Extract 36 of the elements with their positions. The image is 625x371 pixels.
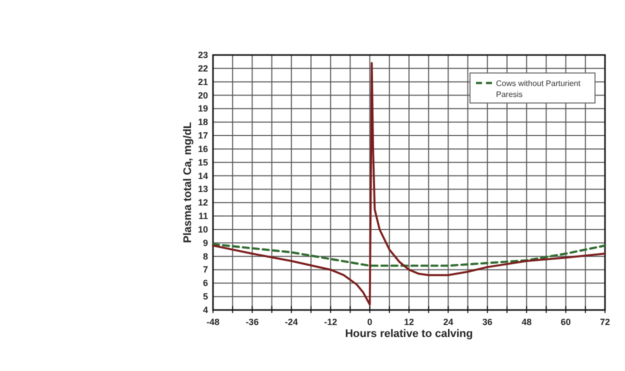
y-tick-label: 8 — [202, 251, 208, 262]
x-tick-label: -24 — [284, 317, 298, 327]
x-tick-label: 24 — [443, 317, 454, 327]
x-tick-label: 0 — [367, 317, 372, 327]
y-tick-label: 10 — [198, 224, 208, 234]
y-tick-label: 18 — [198, 117, 208, 128]
y-tick-label: 19 — [198, 104, 208, 114]
y-tick-label: 11 — [198, 211, 208, 222]
y-tick-label: 9 — [202, 238, 208, 248]
x-tick-label: 48 — [522, 317, 532, 327]
x-axis-title: Hours relative to calving — [345, 328, 473, 340]
y-tick-label: 6 — [202, 278, 208, 288]
y-tick-label: 21 — [198, 76, 208, 87]
y-tick-label: 7 — [202, 264, 208, 275]
line-series — [212, 243, 606, 267]
y-tick-label: 4 — [202, 305, 208, 315]
y-tick-label: 15 — [198, 157, 208, 168]
x-tick-label: -12 — [324, 317, 338, 327]
x-tick-label: 12 — [404, 317, 414, 327]
y-tick-label: 12 — [198, 198, 208, 208]
y-tick-label: 20 — [198, 90, 208, 100]
x-tick-label: -48 — [206, 317, 220, 327]
y-tick-label: 13 — [198, 184, 208, 194]
y-tick-label: 23 — [198, 50, 208, 60]
y-tick-label: 16 — [198, 144, 208, 154]
y-axis-title: Plasma total Ca, mg/dL — [182, 122, 194, 244]
x-tick-label: -36 — [246, 317, 259, 327]
legend-label: Cows without Parturient Paresis — [496, 79, 582, 99]
y-tick-label: 17 — [198, 130, 208, 141]
x-tick-label: 36 — [482, 317, 492, 327]
y-tick-label: 22 — [198, 63, 208, 74]
y-tick-label: 5 — [202, 292, 208, 302]
line-series — [212, 62, 606, 306]
x-tick-label: 72 — [600, 317, 610, 327]
y-tick-label: 14 — [198, 170, 208, 181]
x-tick-label: 60 — [560, 317, 571, 327]
